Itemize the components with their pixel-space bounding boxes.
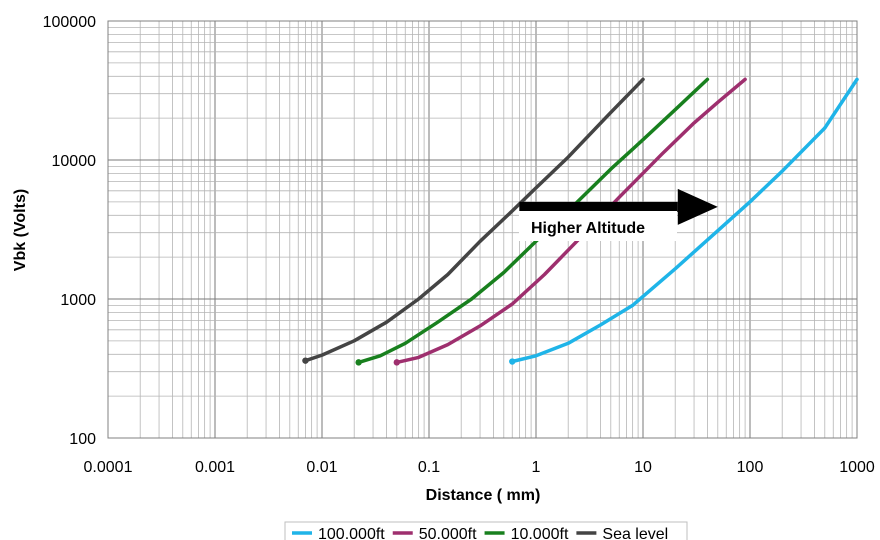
legend-item: 50.000ft: [392, 526, 477, 540]
y-tick-label: 1000: [60, 292, 96, 309]
x-tick-label: 0.001: [195, 459, 235, 476]
series-layer: [302, 77, 859, 366]
arrow-shaft: [519, 201, 678, 212]
x-tick-label: 0.1: [418, 459, 440, 476]
x-tick-label: 1: [532, 459, 541, 476]
annotation-label: Higher Altitude: [531, 220, 645, 237]
x-tick-label: 0.0001: [84, 459, 133, 476]
legend: 100.000ft 50.000ft 10.000ft Sea level: [284, 521, 688, 540]
x-tick-label: 10: [634, 459, 652, 476]
annotation-arrow: [519, 188, 718, 225]
legend-item: 100.000ft: [292, 526, 385, 540]
legend-label: 100.000ft: [318, 526, 385, 540]
y-tick-label: 100: [69, 431, 96, 448]
y-tick-label: 100000: [43, 14, 96, 31]
x-tick-label: 0.01: [306, 459, 337, 476]
series-start-point: [393, 359, 400, 366]
legend-label: 50.000ft: [419, 526, 477, 540]
legend-label: Sea level: [602, 526, 668, 540]
legend-label: 10.000ft: [511, 526, 569, 540]
x-tick-label: 100: [737, 459, 764, 476]
x-tick-label: 1000: [839, 459, 875, 476]
plot-border: [107, 20, 858, 439]
series-line: [395, 77, 747, 365]
y-tick-label: 10000: [52, 153, 97, 170]
series-line: [303, 77, 645, 363]
series-start-point: [302, 357, 309, 364]
legend-box: [284, 521, 688, 540]
series-start-point: [355, 359, 362, 366]
arrow-head: [677, 188, 718, 225]
y-axis-title: Vbk (Volts): [12, 189, 29, 271]
x-axis-title: Distance ( mm): [426, 487, 541, 504]
legend-item: 10.000ft: [484, 526, 569, 540]
series-line: [356, 77, 710, 365]
legend-item: Sea level: [576, 526, 668, 540]
series-start-point: [509, 358, 516, 365]
annotation: Higher Altitude: [519, 188, 718, 241]
tick-labels: 0.0001 0.001 0.01 0.1 1 10 100 1000 100 1000 10000…: [43, 14, 875, 476]
annotation-box: [519, 211, 677, 241]
series-line: [510, 77, 859, 364]
grid: [107, 20, 858, 439]
